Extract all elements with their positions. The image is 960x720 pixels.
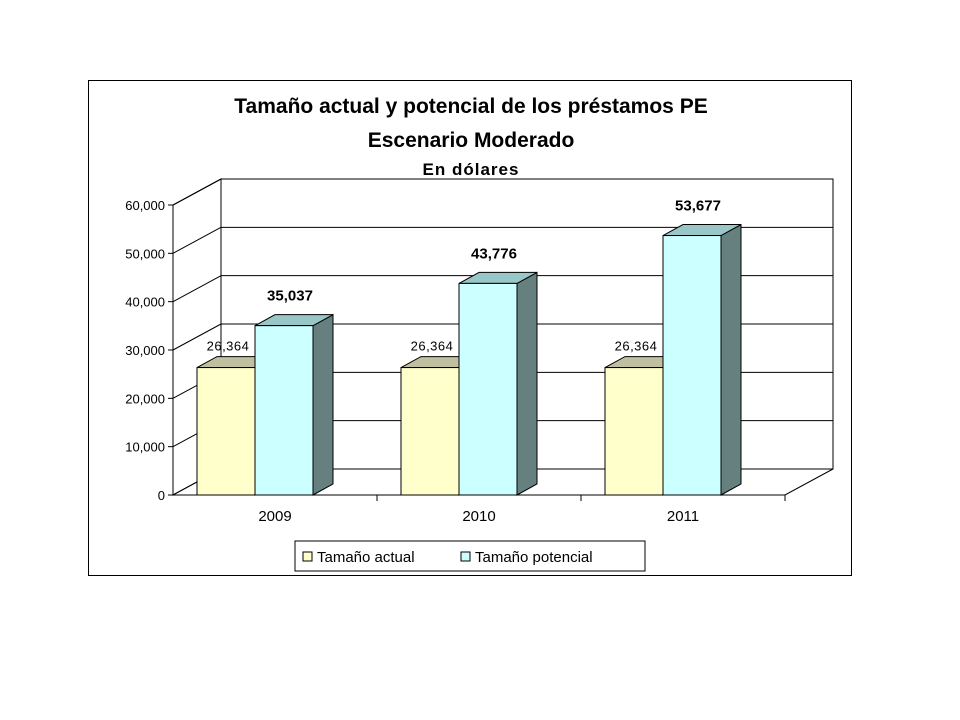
gridline-side xyxy=(172,226,222,254)
bar-front xyxy=(400,367,460,496)
y-tick-label: 10,000 xyxy=(125,440,165,455)
chart-subtitle-units: En dólares xyxy=(423,160,520,179)
bar-side xyxy=(516,271,538,496)
y-tick-label: 20,000 xyxy=(125,391,165,406)
data-label: 26,364 xyxy=(411,339,454,354)
y-tick-label: 30,000 xyxy=(125,343,165,358)
legend-label: Tamaño potencial xyxy=(475,549,593,566)
x-tick-label: 2009 xyxy=(258,508,291,525)
bar-front xyxy=(662,235,722,496)
data-label: 26,364 xyxy=(615,339,658,354)
bar-front xyxy=(458,282,518,496)
legend-swatch xyxy=(460,551,471,562)
chart-subtitle: Escenario Moderado xyxy=(368,129,575,152)
bar-front xyxy=(254,325,314,496)
bar-chart: Tamaño actual y potencial de los préstam… xyxy=(125,95,834,572)
data-label: 35,037 xyxy=(267,288,313,305)
data-label: 43,776 xyxy=(471,245,517,262)
x-tick-label: 2011 xyxy=(667,508,699,525)
x-axis: 2009 2010 2011 xyxy=(258,495,786,525)
y-axis: 0 10,000 20,000 30,000 40,000 50,000 60,000 xyxy=(125,198,173,503)
gridline-side xyxy=(172,323,222,351)
bar-side xyxy=(312,313,334,496)
bars: 26,364 35,037 26,364 43,776 26,364 53,677 xyxy=(196,198,742,496)
bar-front xyxy=(196,367,256,496)
bar-potencial-2010 xyxy=(458,271,538,496)
chart-frame: Tamaño actual y potencial de los préstam… xyxy=(88,80,852,576)
legend-swatch xyxy=(302,551,313,562)
y-tick-label: 0 xyxy=(158,488,165,503)
legend: Tamaño actual Tamaño potencial xyxy=(294,540,646,572)
x-tick-label: 2010 xyxy=(462,508,495,525)
y-tick-label: 40,000 xyxy=(125,295,165,310)
y-tick-label: 60,000 xyxy=(125,198,165,213)
data-label: 26,364 xyxy=(207,339,250,354)
data-label: 53,677 xyxy=(675,198,721,215)
bar-side xyxy=(720,223,742,496)
y-tick-label: 50,000 xyxy=(125,246,165,261)
bar-potencial-2011 xyxy=(662,223,742,496)
gridline-side xyxy=(172,275,222,303)
gridline-side xyxy=(172,178,222,206)
bar-front xyxy=(604,367,664,496)
legend-label: Tamaño actual xyxy=(317,549,415,566)
bar-potencial-2009 xyxy=(254,313,334,496)
chart-title: Tamaño actual y potencial de los préstam… xyxy=(234,95,707,118)
